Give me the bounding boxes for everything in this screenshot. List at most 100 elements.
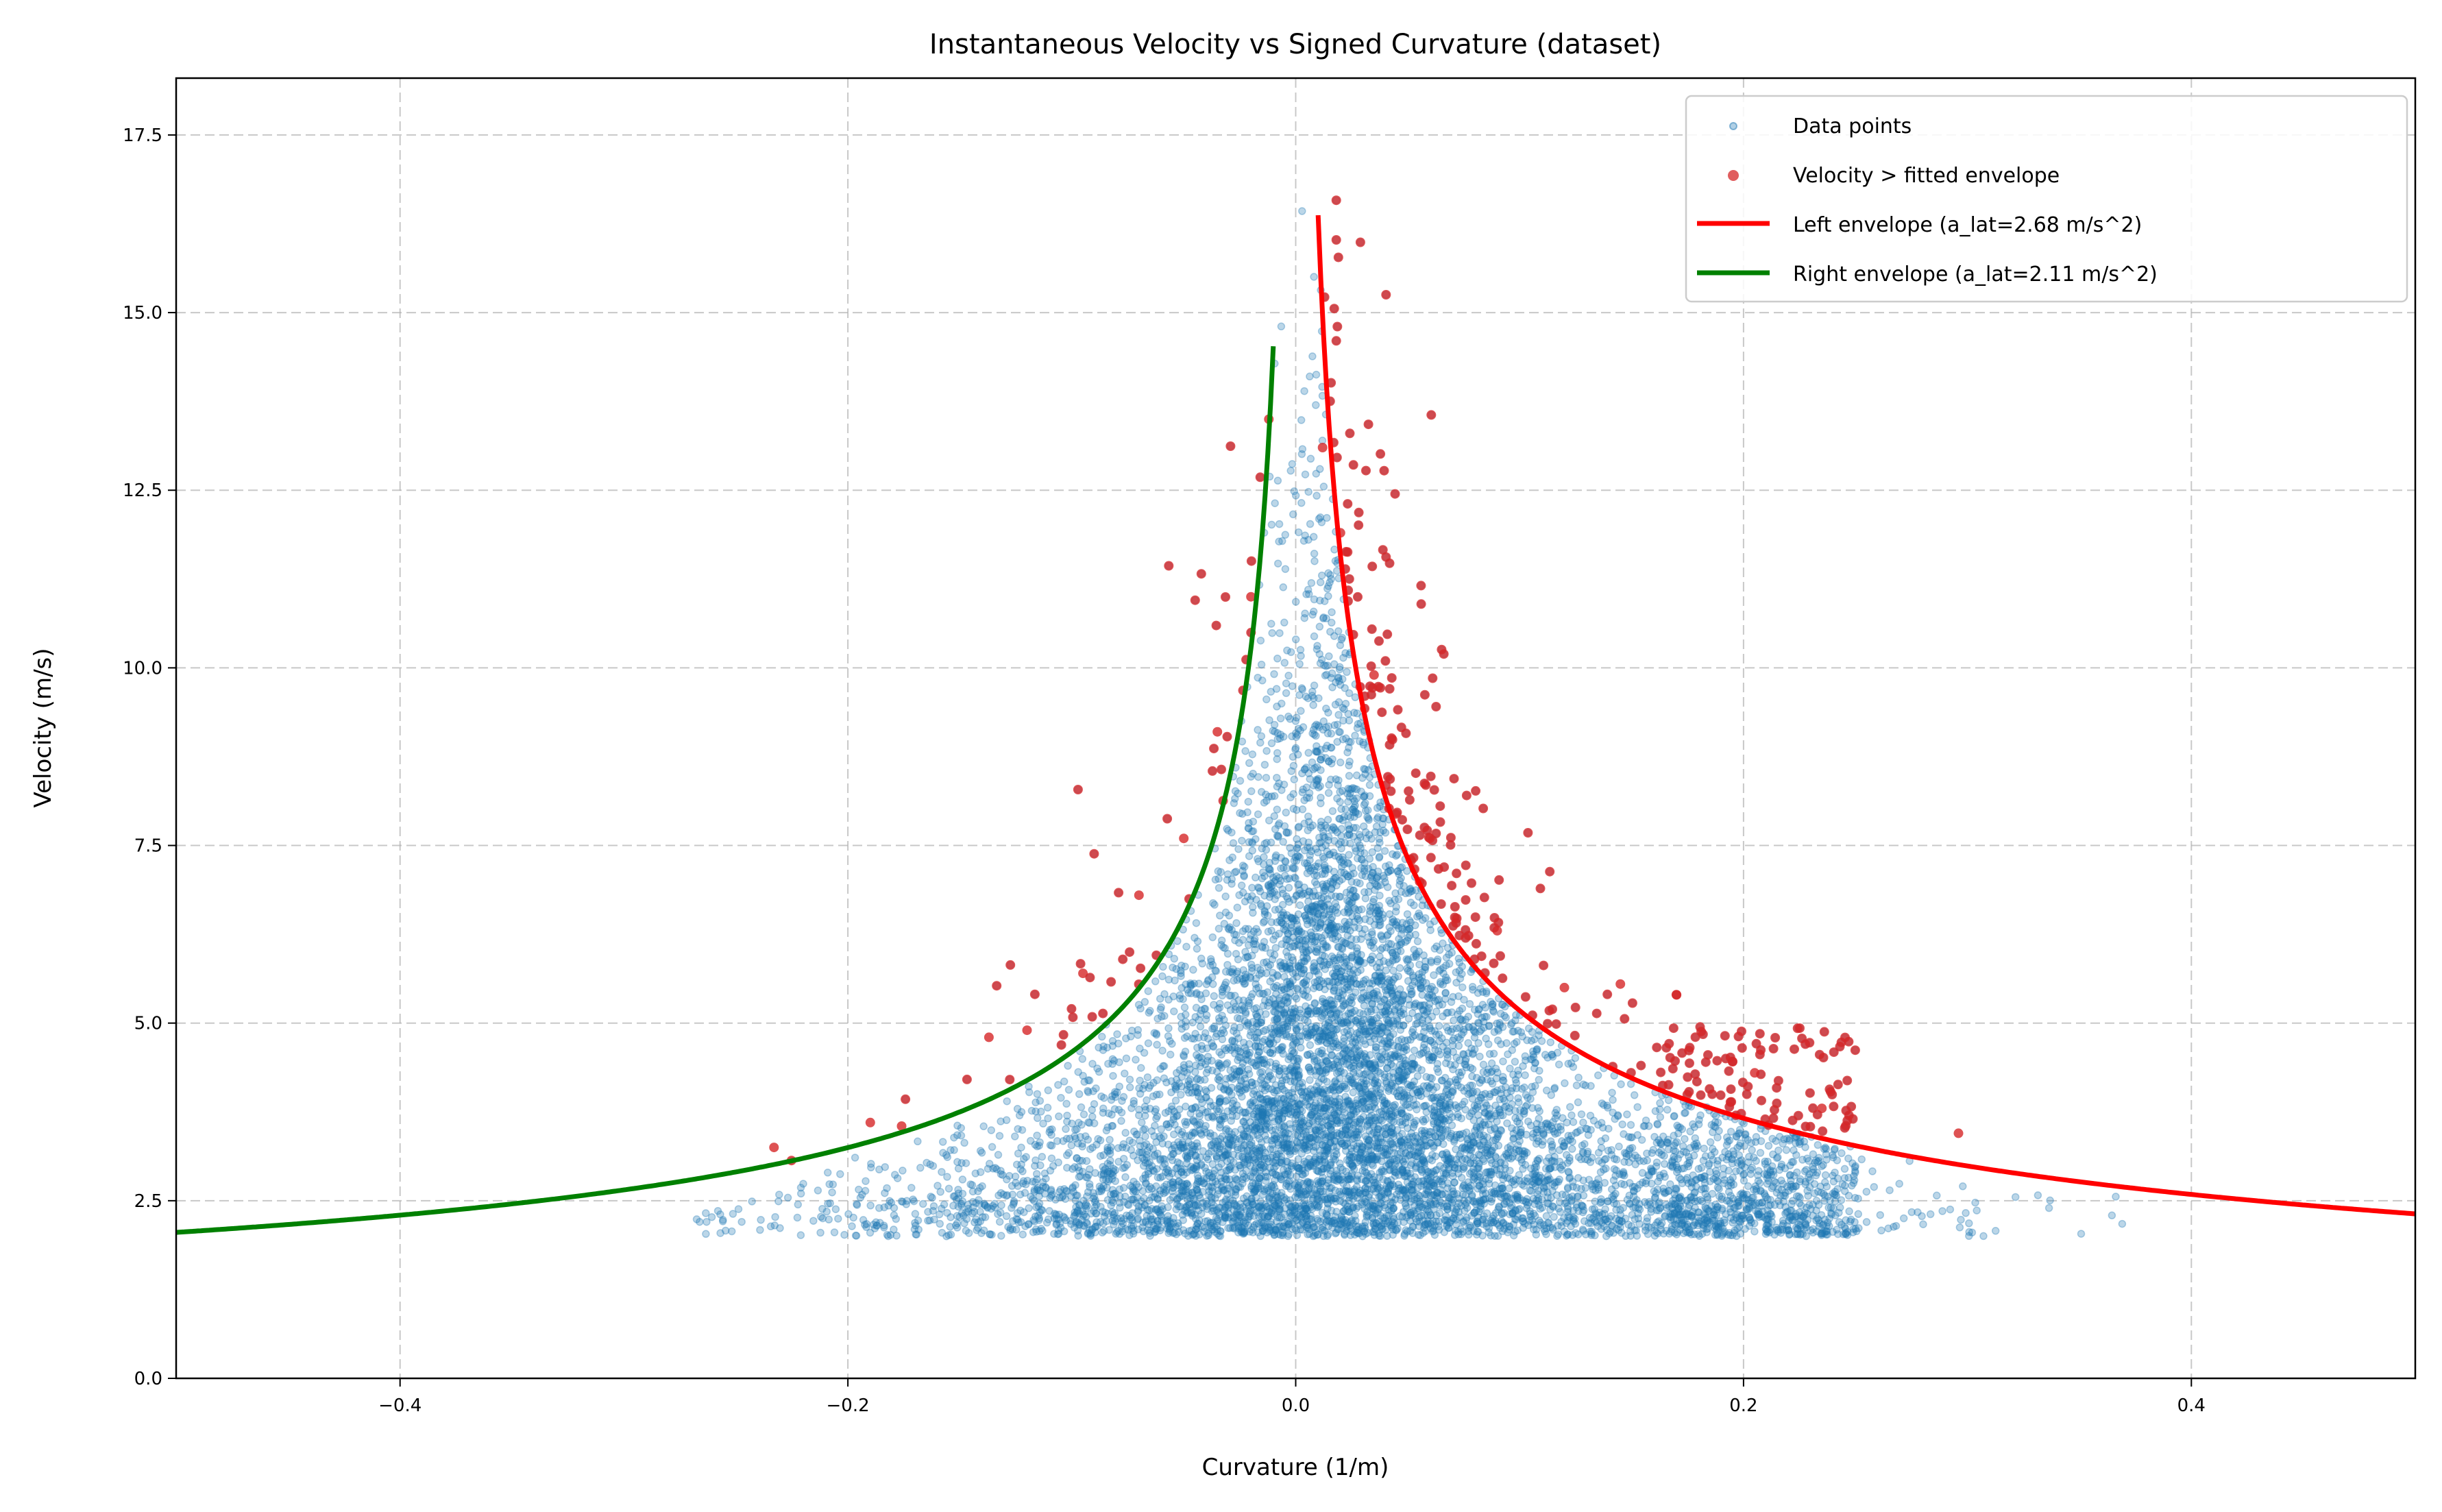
data-point [1400, 1187, 1408, 1196]
data-point [1365, 1032, 1373, 1040]
data-point [1341, 805, 1350, 814]
data-point [1467, 1182, 1476, 1190]
data-point [1395, 1141, 1404, 1149]
data-point [1677, 1216, 1686, 1225]
data-point [1286, 1196, 1295, 1204]
data-point [1231, 1005, 1240, 1014]
data-point [1382, 1003, 1391, 1012]
data-point [1785, 1171, 1794, 1180]
data-point [1292, 714, 1301, 722]
data-point [1145, 1008, 1153, 1017]
data-point [1360, 1222, 1369, 1230]
data-point [1811, 1171, 1820, 1180]
data-point [1218, 1035, 1227, 1044]
data-point [1328, 1184, 1336, 1192]
data-point [1306, 454, 1315, 463]
data-point [1260, 907, 1269, 916]
data-point [1360, 1158, 1369, 1167]
data-point [1062, 1187, 1071, 1195]
data-point [1746, 1170, 1755, 1178]
data-point [1095, 1068, 1103, 1076]
data-point [1353, 955, 1361, 964]
data-point [1429, 1181, 1438, 1190]
data-point [1133, 1130, 1142, 1138]
data-point [1247, 787, 1256, 796]
data-point [1306, 1201, 1315, 1209]
data-point [1324, 1016, 1333, 1025]
data-point [1221, 1211, 1230, 1219]
data-point [1458, 983, 1467, 992]
data-point [1287, 1005, 1296, 1014]
data-point [886, 1197, 894, 1206]
data-point [862, 1177, 870, 1185]
data-point [1232, 919, 1241, 927]
data-point [987, 1126, 996, 1134]
data-point [953, 1158, 962, 1167]
data-point [1288, 1159, 1297, 1168]
data-point [1033, 1090, 1042, 1098]
data-point [1307, 578, 1316, 587]
data-point [1668, 1209, 1677, 1217]
data-point [968, 1197, 977, 1206]
data-point [1468, 982, 1477, 991]
data-point [1166, 1050, 1175, 1059]
data-point [1201, 1121, 1210, 1130]
data-point [1360, 1080, 1368, 1088]
data-point [1415, 974, 1424, 982]
data-point [1968, 1228, 1977, 1236]
data-point [834, 1215, 842, 1223]
data-point [1033, 1131, 1041, 1140]
data-point [1295, 660, 1304, 668]
data-point [1069, 1184, 1077, 1193]
data-point [1517, 1131, 1525, 1139]
data-point [1336, 758, 1345, 767]
data-point [1499, 1057, 1507, 1066]
data-point [794, 1200, 803, 1209]
data-point [1557, 1165, 1566, 1174]
data-point [1212, 1032, 1220, 1041]
data-point [1280, 1210, 1289, 1219]
data-point [957, 1123, 966, 1132]
data-point [1574, 1098, 1583, 1107]
data-point [1262, 790, 1270, 799]
data-point [1162, 1165, 1171, 1173]
data-point [1299, 1145, 1308, 1154]
data-point [1380, 1190, 1389, 1198]
data-point [1281, 1073, 1289, 1081]
data-point [1210, 992, 1219, 1001]
data-point [1113, 1030, 1121, 1038]
data-point [1317, 1059, 1326, 1067]
data-point [1814, 1141, 1822, 1149]
data-point [1271, 1125, 1280, 1134]
data-point [1277, 322, 1286, 331]
data-point [1345, 761, 1353, 770]
data-point [793, 1213, 802, 1222]
data-point [1236, 1217, 1245, 1226]
data-point [1109, 1071, 1117, 1080]
data-point [1305, 1162, 1313, 1171]
data-point [1247, 838, 1256, 846]
data-point [1750, 1227, 1759, 1236]
data-point [1273, 476, 1282, 485]
data-point [1476, 984, 1485, 993]
data-point [702, 1230, 710, 1239]
data-point [1393, 851, 1402, 859]
data-point [1289, 790, 1297, 798]
data-point [1870, 1182, 1879, 1191]
data-point [1311, 1143, 1320, 1151]
data-point [1519, 1223, 1528, 1232]
data-point [1345, 918, 1354, 927]
data-point [1085, 1180, 1094, 1188]
data-point [1282, 1075, 1291, 1084]
data-point [1088, 1106, 1097, 1114]
data-point [1336, 1176, 1345, 1184]
data-point [1633, 1103, 1641, 1111]
data-point [1375, 1230, 1383, 1238]
data-point [1304, 748, 1312, 757]
data-point [1594, 1149, 1603, 1157]
data-point [929, 1162, 938, 1170]
data-point [1345, 851, 1353, 859]
data-point [1493, 1232, 1502, 1240]
data-point [1251, 873, 1260, 882]
data-point [1766, 1226, 1774, 1234]
